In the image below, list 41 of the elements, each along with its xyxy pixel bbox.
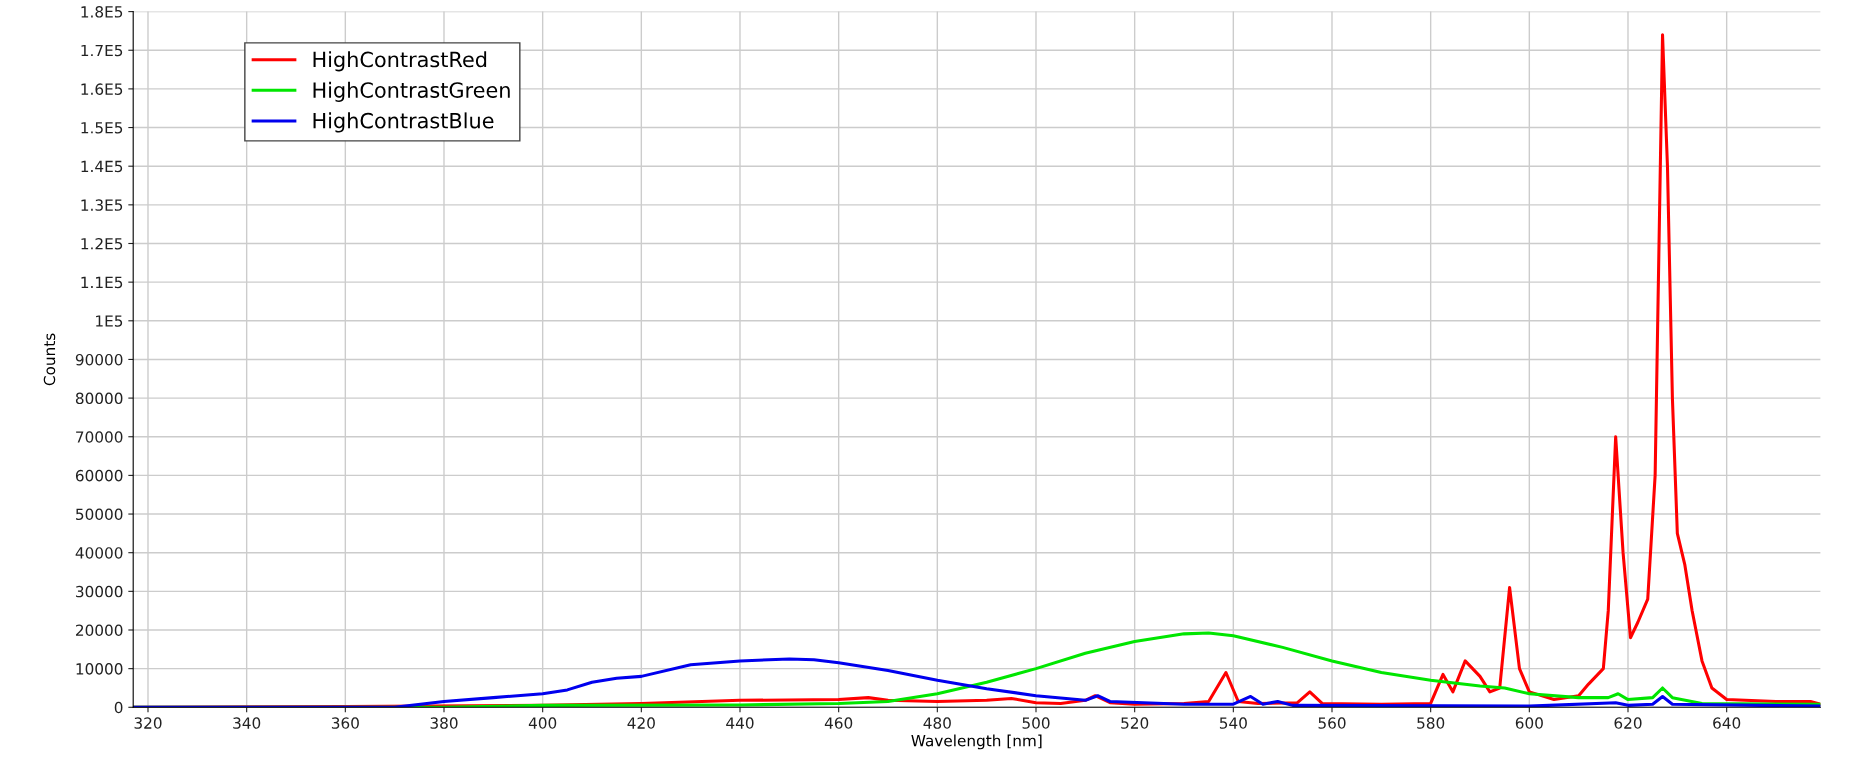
x-tick-label: 600 [1515,717,1543,729]
y-tick-label: 1.4E5 [81,160,123,173]
y-tick-label: 30000 [76,585,123,598]
x-tick-label: 460 [824,717,853,729]
y-tick-label: 40000 [75,547,123,559]
y-tick-label: 0 [114,701,123,714]
y-tick-label: 1.7E5 [81,44,123,57]
x-tick-label: 320 [134,717,162,729]
x-tick-label: 520 [1121,717,1149,729]
legend-label: HighContrastBlue [313,112,494,133]
y-tick-label: 1.2E5 [81,237,123,250]
x-tick-label: 640 [1713,717,1741,729]
x-tick-label: 540 [1219,717,1247,729]
x-tick-label: 400 [528,717,557,729]
x-tick-label: 500 [1022,717,1050,729]
x-tick-label: 440 [726,717,754,729]
y-tick-label: 1.1E5 [81,276,123,289]
y-tick-label: 80000 [75,392,123,405]
x-tick-label: 380 [430,717,458,729]
y-tick-label: 50000 [76,508,123,521]
x-axis-title: Wavelength [nm] [911,734,1042,750]
legend-label: HighContrastGreen [313,81,510,102]
x-tick-label: 420 [627,717,655,729]
y-tick-label: 1.5E5 [81,122,123,134]
y-tick-label: 70000 [76,431,123,443]
y-tick-label: 1E5 [96,315,123,327]
legend-label: HighContrastRed [313,51,487,72]
x-tick-label: 580 [1417,717,1445,729]
y-axis-title: Counts [43,333,56,386]
y-tick-label: 60000 [75,469,123,482]
x-tick-label: 480 [923,717,951,729]
x-tick-label: 340 [233,717,261,729]
x-tick-label: 620 [1614,717,1642,729]
x-tick-label: 560 [1318,717,1346,729]
y-tick-label: 1.6E5 [81,83,123,95]
y-tick-label: 1.8E5 [81,6,123,18]
y-tick-label: 90000 [75,353,123,366]
y-tick-label: 20000 [75,624,123,637]
x-tick-label: 360 [331,717,359,729]
y-tick-label: 10000 [76,663,123,675]
y-tick-label: 1.3E5 [81,199,123,211]
